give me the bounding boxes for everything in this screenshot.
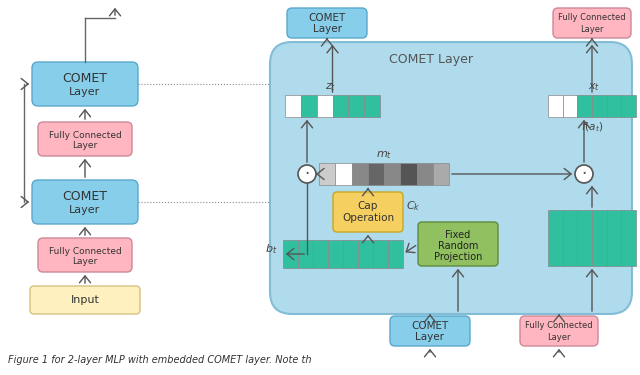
Text: Fixed: Fixed xyxy=(445,230,470,240)
Text: Fully Connected: Fully Connected xyxy=(49,246,122,255)
Bar xyxy=(433,163,449,185)
Bar xyxy=(577,95,592,117)
Bar xyxy=(358,240,373,268)
FancyBboxPatch shape xyxy=(32,180,138,224)
FancyBboxPatch shape xyxy=(32,62,138,106)
Bar xyxy=(577,210,592,266)
Bar xyxy=(313,240,328,268)
Text: Layer: Layer xyxy=(580,24,604,33)
Bar xyxy=(388,240,403,268)
Bar xyxy=(364,95,380,117)
Text: $z_t$: $z_t$ xyxy=(325,81,336,93)
Text: $f(a_t)$: $f(a_t)$ xyxy=(581,120,603,134)
Text: Layer: Layer xyxy=(69,87,100,97)
Bar xyxy=(417,163,433,185)
Bar xyxy=(343,240,358,268)
Bar xyxy=(368,163,384,185)
FancyBboxPatch shape xyxy=(333,192,403,232)
Circle shape xyxy=(298,165,316,183)
Bar xyxy=(328,240,343,268)
Text: COMET: COMET xyxy=(308,13,346,23)
Text: Cap: Cap xyxy=(358,201,378,211)
Text: Random: Random xyxy=(438,241,478,251)
Text: $b_t$: $b_t$ xyxy=(265,242,277,256)
Bar xyxy=(592,210,607,266)
FancyBboxPatch shape xyxy=(553,8,631,38)
FancyBboxPatch shape xyxy=(418,222,498,266)
Text: $m_t$: $m_t$ xyxy=(376,149,392,161)
Bar xyxy=(351,163,368,185)
Bar xyxy=(607,210,621,266)
Text: Layer: Layer xyxy=(547,333,571,342)
Text: Operation: Operation xyxy=(342,213,394,223)
FancyBboxPatch shape xyxy=(287,8,367,38)
Bar xyxy=(563,210,577,266)
FancyBboxPatch shape xyxy=(390,316,470,346)
Bar xyxy=(384,163,400,185)
FancyBboxPatch shape xyxy=(30,286,140,314)
Text: Layer: Layer xyxy=(415,332,445,342)
FancyBboxPatch shape xyxy=(38,238,132,272)
Bar xyxy=(592,95,607,117)
Text: $x_t$: $x_t$ xyxy=(588,81,600,93)
Bar xyxy=(548,95,563,117)
Text: Figure 1 for 2-layer MLP with embedded COMET layer. Note th: Figure 1 for 2-layer MLP with embedded C… xyxy=(8,355,312,365)
Bar xyxy=(285,95,301,117)
Text: Layer: Layer xyxy=(72,256,98,265)
Text: COMET: COMET xyxy=(63,189,108,202)
FancyBboxPatch shape xyxy=(38,122,132,156)
Circle shape xyxy=(575,165,593,183)
Text: Input: Input xyxy=(70,295,99,305)
Bar xyxy=(621,95,636,117)
Text: COMET Layer: COMET Layer xyxy=(389,54,473,66)
Bar xyxy=(283,240,298,268)
Text: $C_k$: $C_k$ xyxy=(406,199,420,213)
Bar xyxy=(298,240,313,268)
Bar xyxy=(548,210,563,266)
Bar xyxy=(621,210,636,266)
Text: Fully Connected: Fully Connected xyxy=(558,13,626,22)
Text: COMET: COMET xyxy=(63,72,108,84)
Text: Layer: Layer xyxy=(312,24,342,34)
Text: ·: · xyxy=(305,165,310,183)
Bar xyxy=(373,240,388,268)
Bar xyxy=(400,163,417,185)
Bar xyxy=(333,95,348,117)
Bar xyxy=(317,95,333,117)
Bar xyxy=(348,95,364,117)
Bar xyxy=(607,95,621,117)
Bar xyxy=(319,163,335,185)
Text: Projection: Projection xyxy=(434,252,482,262)
Text: Fully Connected: Fully Connected xyxy=(49,130,122,140)
Text: Layer: Layer xyxy=(72,141,98,150)
Bar xyxy=(335,163,351,185)
Bar xyxy=(301,95,317,117)
Text: COMET: COMET xyxy=(412,321,449,331)
Text: Fully Connected: Fully Connected xyxy=(525,321,593,330)
Text: ·: · xyxy=(581,165,587,183)
FancyBboxPatch shape xyxy=(520,316,598,346)
FancyBboxPatch shape xyxy=(270,42,632,314)
Text: Layer: Layer xyxy=(69,205,100,215)
Bar xyxy=(563,95,577,117)
